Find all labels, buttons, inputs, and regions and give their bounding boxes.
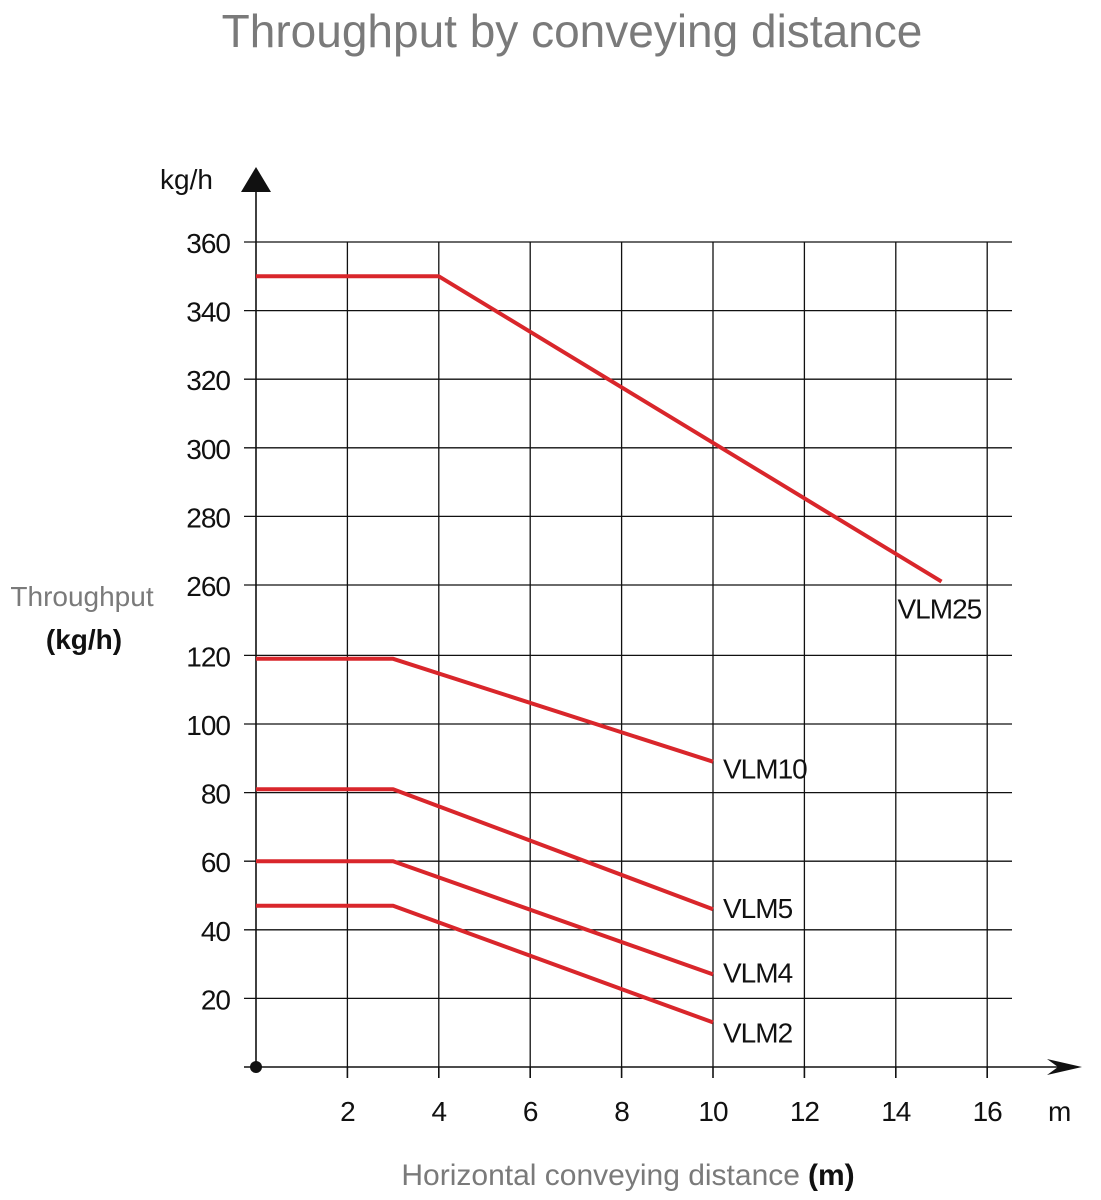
- grid: [244, 241, 1012, 1078]
- series-lines: [256, 274, 943, 1025]
- x-tick-label: 2: [340, 1096, 355, 1127]
- y-tick-label: 20: [201, 984, 231, 1015]
- series-label-vlm5: VLM5: [723, 893, 793, 924]
- origin-dot: [250, 1061, 262, 1073]
- series-line-vlm25: [256, 274, 943, 584]
- series-line-vlm4: [256, 859, 714, 977]
- x-tick-label: 14: [881, 1096, 911, 1127]
- series-line-vlm5: [256, 787, 714, 912]
- x-tick-label: 4: [432, 1096, 447, 1127]
- series-label-vlm10: VLM10: [723, 754, 807, 785]
- y-tick-label: 120: [186, 641, 230, 672]
- x-axis-arrow: [1047, 1059, 1082, 1075]
- y-tick-label: 320: [186, 365, 230, 396]
- series-label-vlm2: VLM2: [723, 1017, 793, 1048]
- y-tick-label: 80: [201, 779, 231, 810]
- x-tick-label: 12: [790, 1096, 820, 1127]
- x-axis-label-text: Horizontal conveying distance: [401, 1159, 800, 1192]
- series-label-vlm4: VLM4: [723, 957, 793, 988]
- series-line-vlm2: [256, 903, 714, 1025]
- y-tick-label: 260: [186, 571, 230, 602]
- y-axis-label: Throughput: [10, 581, 153, 612]
- y-tick-label: 100: [186, 710, 230, 741]
- y-tick-label: 300: [186, 434, 230, 465]
- series-line-vlm10: [256, 656, 714, 764]
- x-axis-unit: m: [1048, 1096, 1071, 1127]
- y-tick-label: 60: [201, 847, 231, 878]
- series-labels: VLM25 VLM10 VLM5 VLM4 VLM2: [723, 594, 983, 1049]
- x-tick-label: 16: [973, 1096, 1003, 1127]
- x-tick-label: 6: [523, 1096, 538, 1127]
- x-tick-labels: 2 4 6 8 10 12 14 16: [340, 1096, 1003, 1127]
- y-axis-label-unit: (kg/h): [46, 624, 122, 655]
- y-tick-label: 280: [186, 502, 230, 533]
- y-axis-arrow: [241, 167, 271, 192]
- y-axis-unit: kg/h: [160, 164, 213, 195]
- y-tick-label: 340: [186, 297, 230, 328]
- y-tick-label: 360: [186, 228, 230, 259]
- y-tick-label: 40: [201, 916, 231, 947]
- series-label-vlm25: VLM25: [898, 594, 982, 625]
- x-axis-label-unit: (m): [808, 1159, 855, 1192]
- x-tick-label: 8: [614, 1096, 629, 1127]
- x-tick-label: 10: [698, 1096, 728, 1127]
- chart-title: Throughput by conveying distance: [222, 5, 923, 57]
- y-tick-labels: 20 40 60 80 100 120 260 280 300 320 340 360: [186, 228, 231, 1015]
- x-axis-label: Horizontal conveying distance (m): [401, 1159, 854, 1192]
